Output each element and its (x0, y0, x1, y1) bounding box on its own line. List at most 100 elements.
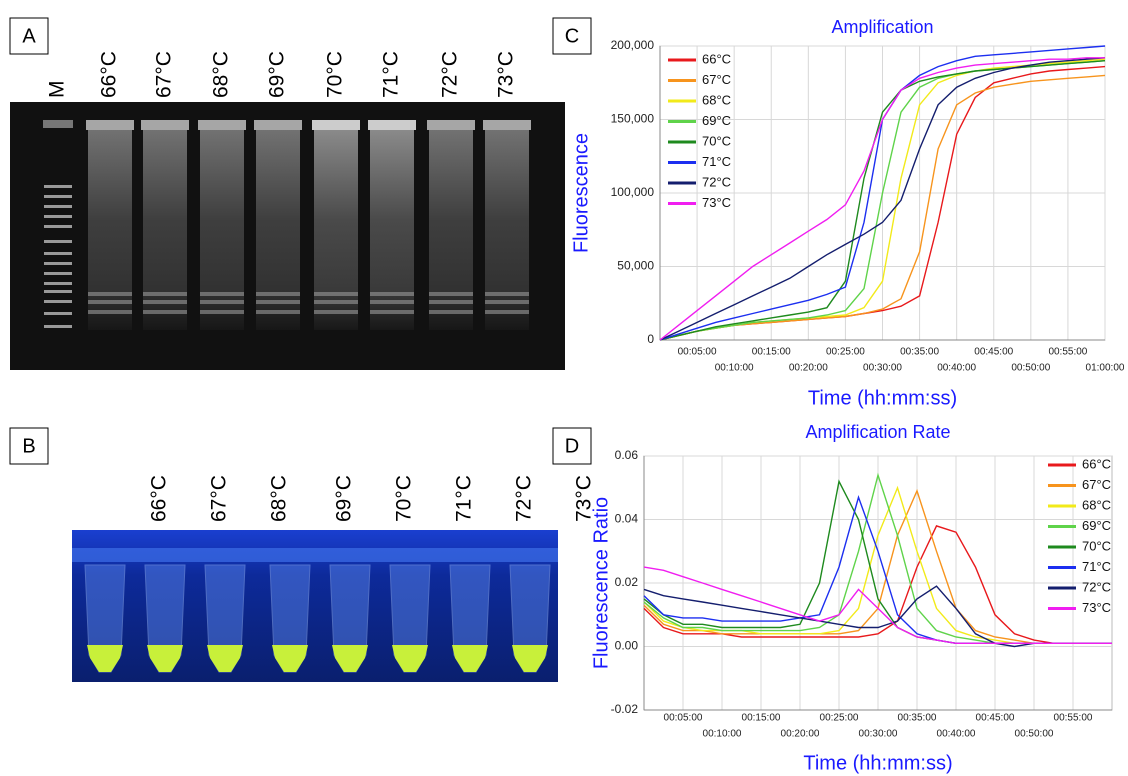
x-tick-label: 00:40:00 (937, 729, 976, 740)
tube-liquid (392, 645, 428, 672)
legend-label: 70°C (702, 133, 731, 148)
x-tick-label: 00:15:00 (742, 713, 781, 724)
ladder-band (44, 262, 72, 265)
x-tick-label: 00:20:00 (789, 363, 828, 374)
band (88, 310, 132, 314)
ladder-band (44, 225, 72, 228)
band (429, 300, 473, 304)
series-line (659, 57, 1105, 341)
x-tick-label: 00:05:00 (664, 713, 703, 724)
x-tick-label: 00:15:00 (752, 347, 791, 358)
well (86, 120, 134, 130)
legend-label: 66°C (1082, 456, 1111, 471)
y-tick-label: 0.04 (615, 512, 639, 526)
lane-label: M (46, 81, 69, 99)
tube-liquid (207, 645, 243, 672)
x-tick-label: 00:30:00 (859, 729, 898, 740)
legend-label: 69°C (1082, 518, 1111, 533)
tube-label: 69°C (333, 475, 356, 522)
band (200, 292, 244, 296)
ladder-band (44, 240, 72, 243)
tubes (84, 564, 551, 673)
series-line (659, 60, 1106, 341)
band (314, 300, 358, 304)
chart-title: Amplification Rate (805, 422, 950, 442)
smear (88, 130, 132, 330)
tube-liquid (452, 645, 488, 672)
series-line (643, 566, 1112, 644)
well (427, 120, 475, 130)
chart-title: Amplification (831, 17, 933, 37)
band (88, 300, 132, 304)
y-tick-label: 200,000 (611, 38, 655, 52)
x-tick-label: 00:35:00 (900, 347, 939, 358)
x-tick-label: 00:50:00 (1015, 729, 1054, 740)
ladder-band (44, 215, 72, 218)
tube-liquid (147, 645, 183, 672)
x-tick-label: 00:45:00 (974, 347, 1013, 358)
legend-label: 67°C (702, 72, 731, 87)
well (254, 120, 302, 130)
x-tick-label: 00:25:00 (820, 713, 859, 724)
y-axis-label: Fluorescence (570, 133, 592, 253)
band (429, 310, 473, 314)
smear (200, 130, 244, 330)
smear (485, 130, 529, 330)
charts: C Amplification Time (hh:mm:ss) Fluorescenc… (552, 17, 1125, 774)
panel-label-box (552, 427, 592, 465)
legend-label: 73°C (1082, 600, 1111, 615)
ladder-band (44, 290, 72, 293)
ladder-band (44, 185, 72, 188)
panel-a: A (9, 17, 565, 370)
band (314, 310, 358, 314)
ladder-band (44, 272, 72, 275)
band (429, 292, 473, 296)
x-tick-label: 00:10:00 (715, 363, 754, 374)
legend-label: 71°C (1082, 559, 1111, 574)
smear (314, 130, 358, 330)
well (43, 120, 73, 128)
smear (256, 130, 300, 330)
x-tick-label: 00:40:00 (937, 363, 976, 374)
tube-liquid (272, 645, 308, 672)
well (198, 120, 246, 130)
tube-label: 72°C (513, 475, 536, 522)
ladder-band (44, 300, 72, 303)
tube-label: 70°C (393, 475, 416, 522)
band (143, 310, 187, 314)
tube-label: 73°C (573, 475, 596, 522)
y-tick-label: 0.06 (615, 448, 639, 462)
smear (143, 130, 187, 330)
series-line (659, 57, 1106, 341)
tube-rack (72, 548, 558, 562)
ladder-band (44, 205, 72, 208)
panel-label: C (565, 25, 579, 47)
band (143, 292, 187, 296)
well (312, 120, 360, 130)
x-tick-label: 00:35:00 (898, 713, 937, 724)
y-tick-label: 0.02 (615, 575, 639, 589)
lane-label: 66°C (98, 51, 121, 98)
ladder-band (44, 325, 72, 328)
panel-label: A (22, 25, 36, 47)
x-tick-label: 00:30:00 (863, 363, 902, 374)
y-tick-label: 150,000 (611, 112, 655, 126)
panel-label-box (9, 17, 49, 55)
legend-label: 73°C (702, 195, 731, 210)
band (200, 300, 244, 304)
lane-label: 69°C (266, 51, 289, 98)
x-tick-label: 00:50:00 (1011, 363, 1050, 374)
band (143, 300, 187, 304)
legend-label: 67°C (1082, 477, 1111, 492)
tube-label: 67°C (208, 475, 231, 522)
x-tick-label: 00:25:00 (826, 347, 865, 358)
y-tick-label: 0.00 (615, 639, 639, 653)
panel-label-box (552, 17, 592, 55)
gel-lanes (43, 120, 531, 330)
legend-label: 70°C (1082, 538, 1111, 553)
smear (429, 130, 473, 330)
smear (370, 130, 414, 330)
panel-label: B (22, 435, 35, 457)
tube-label: 66°C (148, 475, 171, 522)
y-tick-label: 0 (647, 332, 654, 346)
